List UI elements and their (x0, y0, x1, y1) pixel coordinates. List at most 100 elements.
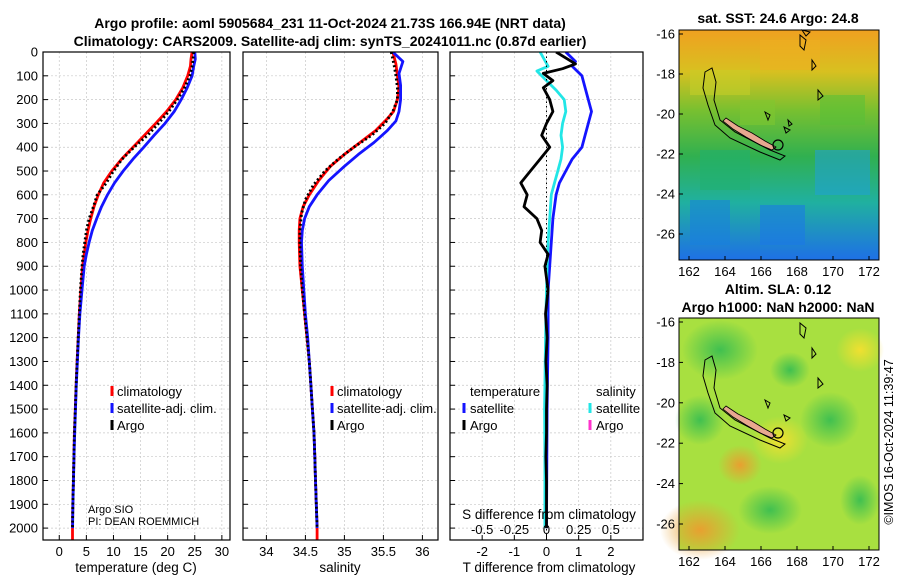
x-tick-label: 20 (160, 544, 174, 559)
difference-top-xlabel: S difference from climatology (462, 507, 636, 522)
map-x-tick-label: 170 (822, 264, 844, 279)
salinity-lines (297, 52, 405, 540)
map-y-tick-label: -24 (656, 476, 675, 491)
temperature-legend: climatology satellite-adj. clim. Argo (110, 384, 217, 433)
argo-position-marker (772, 139, 784, 151)
map-x-tick-label: 164 (714, 554, 736, 569)
legend-sal-satellite: satellite (596, 401, 640, 416)
map-x-tick-label: 166 (750, 554, 772, 569)
credit-line2: PI: DEAN ROEMMICH (88, 516, 199, 528)
series-argo (298, 52, 399, 529)
figure-title-line1: Argo profile: aoml 5905684_231 11-Oct-20… (94, 15, 566, 31)
map-y-tick-label: -20 (656, 107, 675, 122)
y-tick-label: 1900 (9, 497, 38, 512)
x-tick-label: 5 (83, 544, 90, 559)
difference-legend: temperature satellite Argo salinity sate… (462, 384, 640, 433)
legend-sal-argo: Argo (596, 418, 623, 433)
temperature-xlabel: temperature (deg C) (75, 560, 197, 575)
credit-line1: Argo SIO (88, 504, 134, 516)
y-tick-label: 1400 (9, 378, 38, 393)
legend-salinity-title: salinity (596, 384, 636, 399)
new-caledonia-land-icon (722, 405, 777, 439)
y-tick-label: 600 (16, 187, 38, 202)
legend-argo: Argo (337, 418, 364, 433)
legend-climatology: climatology (337, 384, 403, 399)
x-tick-label: 15 (133, 544, 147, 559)
y-tick-label: 0 (31, 45, 38, 60)
series-temperature-satellite (545, 52, 593, 529)
map-x-tick-label: 164 (714, 264, 736, 279)
map-y-tick-label: -16 (656, 315, 675, 330)
legend-argo: Argo (117, 418, 144, 433)
y-tick-label: 2000 (9, 521, 38, 536)
legend-temp-satellite: satellite (470, 401, 514, 416)
map-y-tick-label: -18 (656, 67, 675, 82)
top-x-tick-label: -0.5 (471, 522, 493, 537)
map-x-tick-label: 170 (822, 554, 844, 569)
y-tick-label: 500 (16, 164, 38, 179)
map-y-tick-label: -16 (656, 27, 675, 42)
series-temperature-argo (519, 52, 577, 529)
series-argo (71, 52, 196, 529)
x-tick-label: 25 (188, 544, 202, 559)
y-tick-label: 1800 (9, 473, 38, 488)
x-tick-label: -1 (509, 544, 521, 559)
y-tick-label: 400 (16, 140, 38, 155)
y-tick-label: 1500 (9, 402, 38, 417)
y-tick-label: 1100 (10, 306, 38, 321)
map-x-tick-label: 168 (786, 554, 808, 569)
map-y-tick-label: -18 (656, 355, 675, 370)
legend-climatology: climatology (117, 384, 183, 399)
legend-satellite: satellite-adj. clim. (337, 401, 437, 416)
map-x-tick-label: 162 (678, 554, 700, 569)
difference-xlabel: T difference from climatology (463, 560, 636, 575)
salinity-legend: climatology satellite-adj. clim. Argo (330, 384, 437, 433)
map-y-tick-label: -24 (656, 187, 675, 202)
x-tick-label: 0 (56, 544, 63, 559)
legend-temp-argo: Argo (470, 418, 497, 433)
difference-panel: -2 -1 0 1 2 T difference from climatology S … (449, 51, 644, 575)
imos-watermark: ©IMOS 16-Oct-2024 11:39:47 (882, 359, 896, 524)
temperature-lines (71, 52, 197, 540)
y-tick-label: 1200 (9, 330, 38, 345)
map-y-tick-label: -20 (656, 395, 675, 410)
map-y-tick-label: -22 (656, 147, 675, 162)
sla-map: Altim. SLA: 0.12 Argo h1000: NaN h2000: … (656, 281, 884, 569)
top-x-tick-label: 0 (543, 522, 550, 537)
y-tick-label: 300 (16, 116, 38, 131)
salinity-xlabel: salinity (319, 560, 361, 575)
map-x-tick-label: 166 (750, 264, 772, 279)
x-tick-label: 1 (575, 544, 582, 559)
salinity-panel: 34 34.5 35 35.5 36 salinity climatology sate… (242, 51, 439, 575)
y-tick-label: 700 (16, 211, 38, 226)
map-y-tick-label: -26 (656, 517, 675, 532)
x-tick-label: -2 (476, 544, 488, 559)
sst-map-title: sat. SST: 24.6 Argo: 24.8 (697, 10, 859, 26)
y-tick-label: 800 (16, 235, 38, 250)
map-x-tick-label: 168 (786, 264, 808, 279)
top-x-tick-label: 0.5 (602, 522, 620, 537)
y-tick-label: 1600 (9, 425, 38, 440)
y-tick-label: 900 (16, 259, 38, 274)
difference-lines (519, 52, 593, 540)
sla-map-title1: Altim. SLA: 0.12 (725, 281, 832, 297)
y-tick-label: 1300 (9, 354, 38, 369)
y-tick-label: 200 (16, 92, 38, 107)
legend-satellite: satellite-adj. clim. (117, 401, 217, 416)
x-tick-label: 35.5 (371, 544, 396, 559)
sla-map-title2: Argo h1000: NaN h2000: NaN (682, 299, 875, 315)
top-x-tick-label: 0.25 (566, 522, 591, 537)
figure-title-line2: Climatology: CARS2009. Satellite-adj cli… (74, 33, 587, 49)
x-tick-label: 10 (106, 544, 120, 559)
x-tick-label: 34.5 (293, 544, 318, 559)
map-y-tick-label: -26 (656, 227, 675, 242)
legend-temperature-title: temperature (470, 384, 540, 399)
x-tick-label: 35 (337, 544, 351, 559)
x-tick-label: 36 (415, 544, 429, 559)
y-tick-label: 1700 (9, 449, 38, 464)
map-x-tick-label: 172 (858, 554, 880, 569)
map-x-tick-label: 162 (678, 264, 700, 279)
y-tick-label: 100 (16, 68, 38, 83)
map-y-tick-label: -22 (656, 436, 675, 451)
